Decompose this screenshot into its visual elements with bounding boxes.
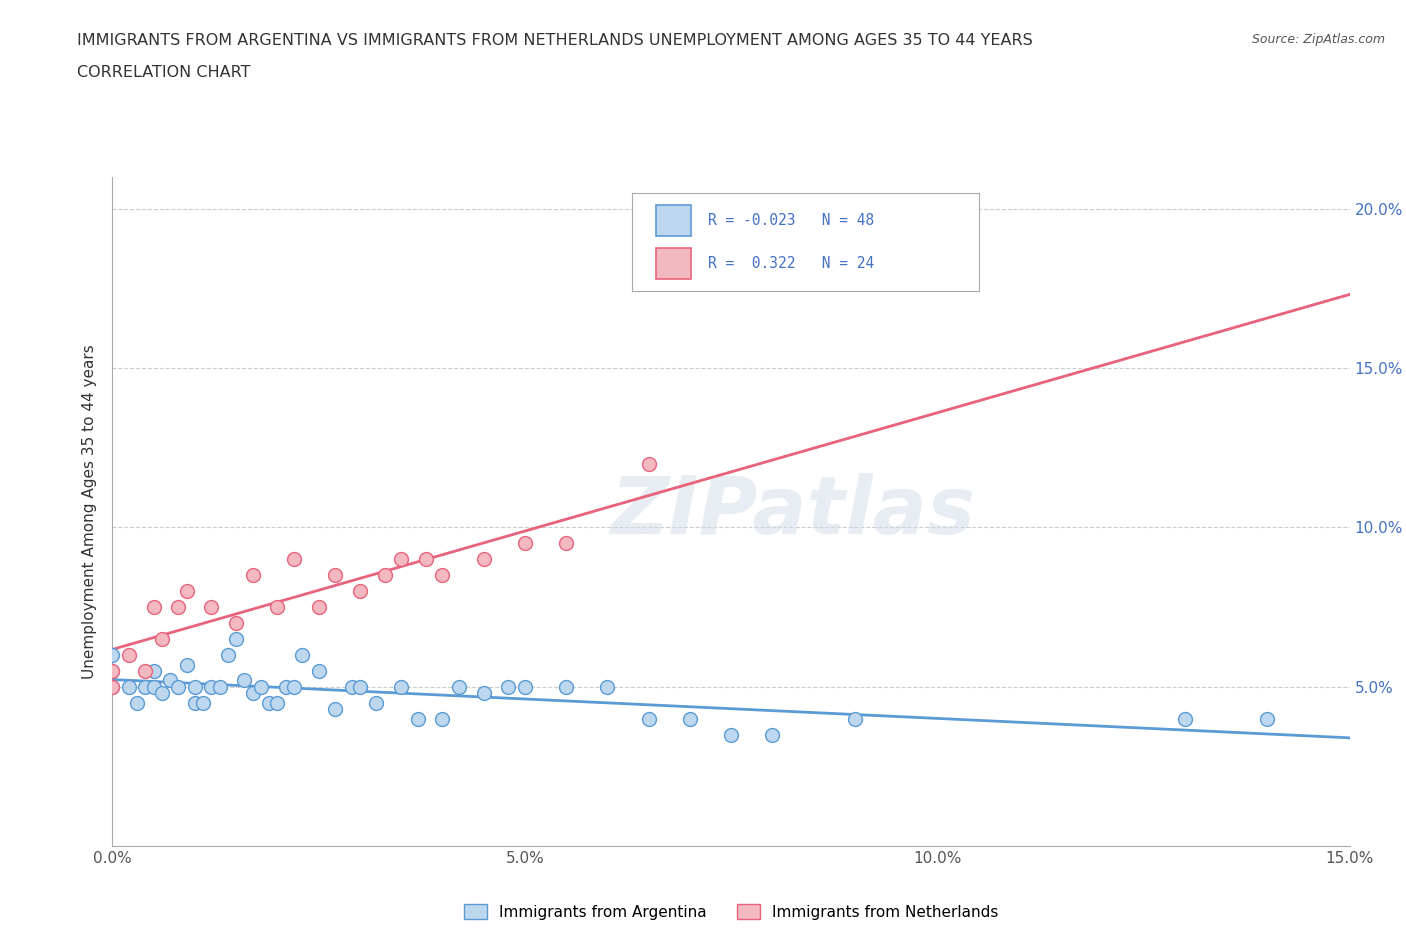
Point <box>250 680 273 695</box>
Point <box>217 647 239 662</box>
Point <box>142 663 165 678</box>
Point <box>637 457 659 472</box>
Point <box>406 711 429 726</box>
Point <box>225 631 247 646</box>
Point <box>233 673 256 688</box>
Point <box>1256 711 1278 726</box>
Point <box>225 616 247 631</box>
Point <box>340 680 363 695</box>
Point <box>308 600 330 615</box>
Point <box>266 696 288 711</box>
Point <box>415 551 437 566</box>
Point <box>118 680 141 695</box>
Point <box>308 663 330 678</box>
Point <box>472 685 495 700</box>
Point <box>555 680 578 695</box>
Point <box>1174 711 1197 726</box>
Point <box>242 568 264 583</box>
Point <box>349 584 371 599</box>
Y-axis label: Unemployment Among Ages 35 to 44 years: Unemployment Among Ages 35 to 44 years <box>82 344 97 679</box>
Point <box>472 551 495 566</box>
Point <box>389 551 412 566</box>
Point <box>176 584 198 599</box>
Point <box>176 658 198 672</box>
Point <box>291 647 314 662</box>
Point <box>257 696 280 711</box>
Point <box>127 696 149 711</box>
Point <box>283 551 305 566</box>
Text: ZIPatlas: ZIPatlas <box>610 472 976 551</box>
Point <box>447 680 470 695</box>
Point <box>193 696 215 711</box>
Point <box>134 680 156 695</box>
Point <box>150 685 173 700</box>
Point <box>208 680 231 695</box>
Text: Source: ZipAtlas.com: Source: ZipAtlas.com <box>1251 33 1385 46</box>
Point <box>184 680 207 695</box>
Point <box>101 680 124 695</box>
Point <box>432 568 454 583</box>
Legend: Immigrants from Argentina, Immigrants from Netherlands: Immigrants from Argentina, Immigrants fr… <box>457 897 1005 925</box>
Point <box>555 536 578 551</box>
Point <box>389 680 412 695</box>
Point <box>761 727 783 742</box>
Point <box>844 711 866 726</box>
Point <box>596 680 619 695</box>
Point <box>513 536 536 551</box>
Point <box>323 702 346 717</box>
Point <box>134 663 156 678</box>
Point <box>283 680 305 695</box>
Point <box>720 727 742 742</box>
Point <box>142 680 165 695</box>
Point <box>167 680 190 695</box>
Point <box>274 680 297 695</box>
Point <box>159 673 181 688</box>
Point <box>150 631 173 646</box>
Point <box>323 568 346 583</box>
Point <box>167 600 190 615</box>
Point <box>679 711 702 726</box>
Point <box>266 600 288 615</box>
Point <box>374 568 396 583</box>
Point <box>513 680 536 695</box>
Point <box>432 711 454 726</box>
Point <box>118 647 141 662</box>
Text: CORRELATION CHART: CORRELATION CHART <box>77 65 250 80</box>
Point <box>242 685 264 700</box>
Point <box>142 600 165 615</box>
Text: IMMIGRANTS FROM ARGENTINA VS IMMIGRANTS FROM NETHERLANDS UNEMPLOYMENT AMONG AGES: IMMIGRANTS FROM ARGENTINA VS IMMIGRANTS … <box>77 33 1033 47</box>
Point <box>101 680 124 695</box>
Point <box>184 696 207 711</box>
Point <box>101 647 124 662</box>
Point <box>200 600 222 615</box>
Point <box>637 711 659 726</box>
Point <box>200 680 222 695</box>
Point <box>101 663 124 678</box>
Point <box>349 680 371 695</box>
Point <box>498 680 520 695</box>
Point <box>101 663 124 678</box>
Point <box>366 696 388 711</box>
